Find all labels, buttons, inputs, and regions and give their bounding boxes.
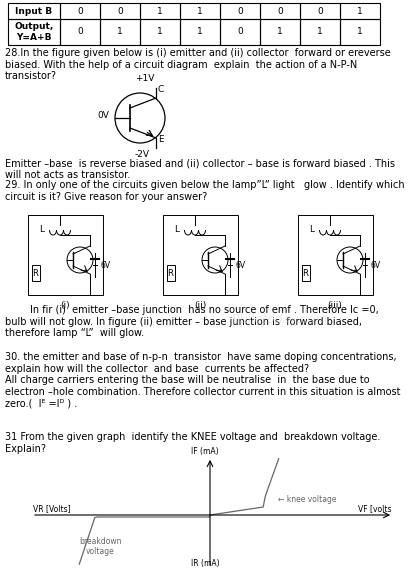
Bar (300, 3, 340, 19)
Text: R: R (33, 268, 38, 278)
Bar (297, 215, 373, 295)
Text: 1: 1 (317, 28, 323, 36)
Text: 0: 0 (277, 6, 283, 16)
Text: 6V: 6V (100, 260, 111, 270)
Text: R: R (303, 268, 308, 278)
Text: 1: 1 (357, 28, 363, 36)
Text: 6V: 6V (235, 260, 246, 270)
Bar (162, 215, 237, 295)
Text: C: C (158, 85, 164, 94)
Text: IF (mA): IF (mA) (191, 447, 219, 456)
Text: 1: 1 (157, 6, 163, 16)
Text: L: L (40, 225, 44, 234)
Bar (340, 3, 380, 19)
Text: 30. the emitter and base of n-p-n  transistor  have same doping concentrations,
: 30. the emitter and base of n-p-n transi… (5, 352, 401, 408)
Bar (8, 3, 60, 19)
Text: 28.In the figure given below is (i) emitter and (ii) collector  forward or ereve: 28.In the figure given below is (i) emit… (5, 48, 391, 81)
Bar (140, 19, 180, 45)
Text: 0: 0 (117, 6, 123, 16)
Bar (31, 265, 40, 281)
Bar (260, 3, 300, 19)
Bar (60, 19, 100, 45)
Bar (27, 215, 102, 295)
Text: +1V: +1V (135, 74, 154, 83)
Text: (ii): (ii) (194, 301, 206, 310)
Text: 0V: 0V (97, 111, 109, 119)
Text: Emitter –base  is reverse biased and (ii) collector – base is forward biased . T: Emitter –base is reverse biased and (ii)… (5, 158, 395, 180)
Text: In fir (i)  emitter –base junction  has no source of emf . Therefore Ic =0,
bulb: In fir (i) emitter –base junction has no… (5, 305, 379, 338)
Text: Bulletoday.com: Bulletoday.com (232, 313, 328, 327)
Bar (260, 19, 300, 45)
Text: 1: 1 (117, 28, 123, 36)
Text: Input B: Input B (16, 6, 53, 16)
Bar (60, 3, 100, 19)
Text: IR (mA): IR (mA) (191, 559, 220, 568)
Text: 1: 1 (277, 28, 283, 36)
Bar (8, 19, 60, 45)
Text: 1: 1 (357, 6, 363, 16)
Text: 29. In only one of the circuits given below the lamp”L” light   glow . Identify : 29. In only one of the circuits given be… (5, 180, 405, 202)
Text: 1: 1 (197, 6, 203, 16)
Text: -2V: -2V (135, 150, 150, 159)
Text: VF [volts: VF [volts (359, 504, 392, 513)
Text: (iii): (iii) (328, 301, 342, 310)
Text: E: E (158, 135, 164, 145)
Text: 1: 1 (157, 28, 163, 36)
Text: 31 From the given graph  identify the KNEE voltage and  breakdown voltage.
Expla: 31 From the given graph identify the KNE… (5, 432, 380, 454)
Text: (i): (i) (60, 301, 70, 310)
Bar (180, 3, 220, 19)
Text: 0: 0 (237, 6, 243, 16)
Bar (166, 265, 175, 281)
Text: ← knee voltage: ← knee voltage (278, 495, 337, 505)
Text: breakdown
voltage: breakdown voltage (79, 537, 121, 556)
Bar (180, 19, 220, 45)
Bar (100, 19, 140, 45)
Bar (340, 19, 380, 45)
Text: 0: 0 (77, 28, 83, 36)
Bar (220, 3, 260, 19)
Text: 1: 1 (197, 28, 203, 36)
Text: Output,
Y=A+B: Output, Y=A+B (14, 22, 53, 41)
Text: L: L (175, 225, 180, 234)
Text: 0: 0 (77, 6, 83, 16)
Text: 0: 0 (237, 28, 243, 36)
Bar (220, 19, 260, 45)
Bar (300, 19, 340, 45)
Text: L: L (310, 225, 315, 234)
Bar (100, 3, 140, 19)
Text: 0: 0 (317, 6, 323, 16)
Bar (302, 265, 310, 281)
Text: R: R (168, 268, 173, 278)
Text: VR [Volts]: VR [Volts] (33, 504, 71, 513)
Bar (140, 3, 180, 19)
Text: 6V: 6V (370, 260, 381, 270)
